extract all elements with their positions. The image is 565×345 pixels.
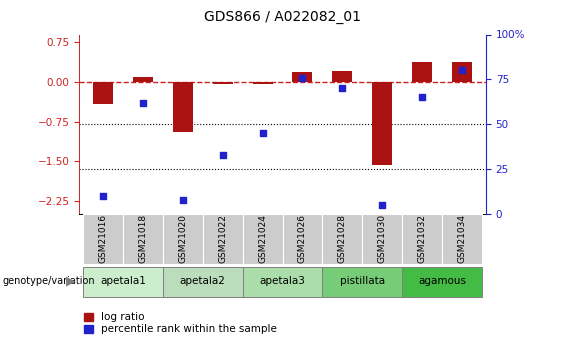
Text: agamous: agamous: [418, 276, 466, 286]
Bar: [402, 267, 482, 297]
Text: genotype/variation: genotype/variation: [3, 276, 95, 286]
Point: [258, 130, 267, 136]
Bar: [452, 62, 472, 82]
Text: GDS866 / A022082_01: GDS866 / A022082_01: [204, 10, 361, 24]
Text: GSM21016: GSM21016: [98, 214, 107, 264]
Bar: [442, 214, 482, 264]
Bar: [133, 77, 153, 82]
Text: GSM21028: GSM21028: [338, 214, 347, 264]
Text: GSM21034: GSM21034: [458, 214, 467, 264]
Bar: [323, 267, 402, 297]
Bar: [212, 82, 233, 84]
Point: [418, 95, 427, 100]
Bar: [163, 214, 203, 264]
Bar: [123, 214, 163, 264]
Text: GSM21020: GSM21020: [179, 214, 187, 264]
Bar: [173, 82, 193, 132]
Bar: [282, 214, 323, 264]
Text: apetala2: apetala2: [180, 276, 225, 286]
Bar: [242, 267, 323, 297]
Bar: [293, 72, 312, 82]
Point: [98, 193, 107, 199]
Point: [377, 202, 386, 208]
Point: [218, 152, 227, 157]
Text: GSM21032: GSM21032: [418, 214, 427, 264]
Point: [298, 75, 307, 80]
Bar: [402, 214, 442, 264]
Bar: [93, 82, 113, 104]
Bar: [323, 214, 362, 264]
Bar: [83, 267, 163, 297]
Bar: [163, 267, 242, 297]
Point: [179, 197, 188, 202]
Bar: [242, 214, 282, 264]
Text: pistillata: pistillata: [340, 276, 385, 286]
Bar: [412, 62, 432, 82]
Text: apetala1: apetala1: [100, 276, 146, 286]
Bar: [362, 214, 402, 264]
Point: [338, 86, 347, 91]
Bar: [203, 214, 242, 264]
Point: [138, 100, 147, 106]
Text: GSM21018: GSM21018: [138, 214, 147, 264]
Text: GSM21026: GSM21026: [298, 214, 307, 264]
Text: GSM21024: GSM21024: [258, 215, 267, 263]
Legend: log ratio, percentile rank within the sample: log ratio, percentile rank within the sa…: [84, 312, 277, 334]
Text: GSM21022: GSM21022: [218, 215, 227, 263]
Text: GSM21030: GSM21030: [378, 214, 386, 264]
Bar: [332, 71, 353, 82]
Bar: [253, 82, 272, 83]
Bar: [83, 214, 123, 264]
Text: apetala3: apetala3: [259, 276, 306, 286]
Point: [458, 68, 467, 73]
Text: ▶: ▶: [66, 275, 75, 288]
Bar: [372, 82, 392, 165]
